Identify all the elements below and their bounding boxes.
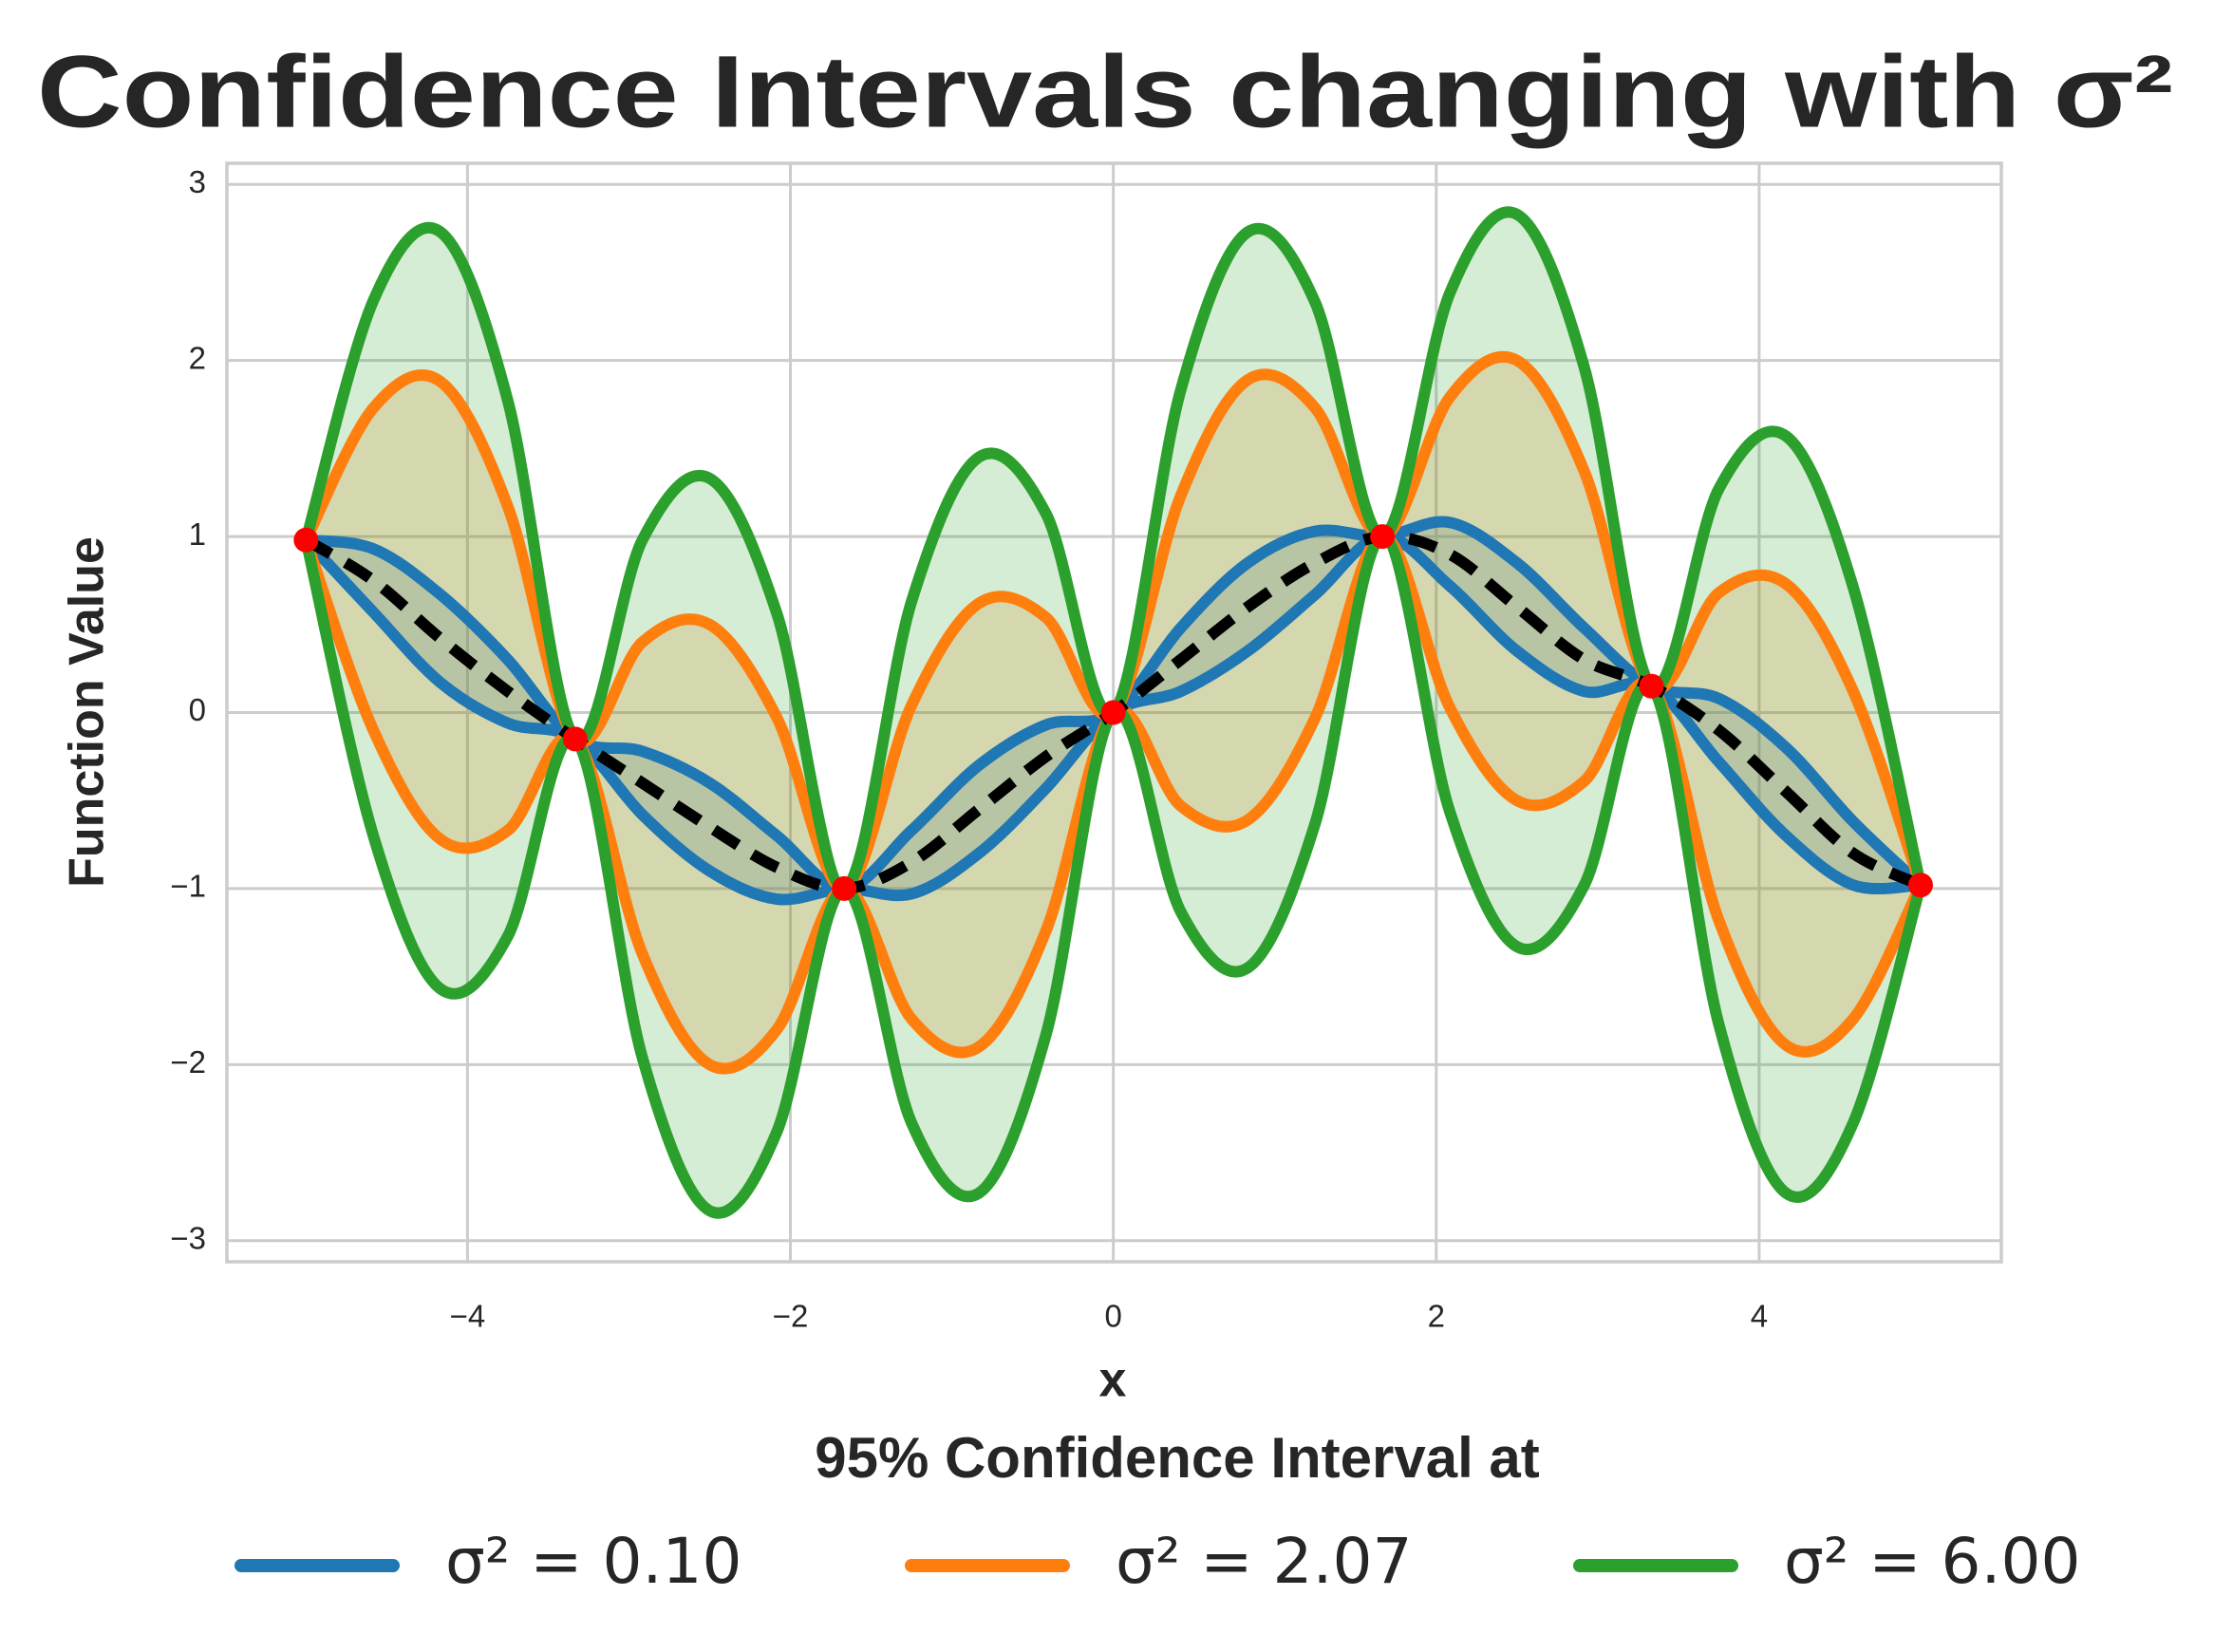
- band-area: [306, 521, 1921, 900]
- x-tick-label: −2: [773, 1299, 809, 1334]
- x-tick-label: 4: [1751, 1299, 1768, 1334]
- y-axis-label: Function Value: [60, 536, 115, 888]
- data-point: [832, 875, 857, 901]
- legend-label: σ² = 6.00: [1784, 1525, 2081, 1598]
- data-point: [1370, 524, 1396, 550]
- data-point: [1100, 700, 1126, 725]
- y-tick-label: 2: [189, 340, 206, 375]
- data-point: [1907, 873, 1933, 898]
- data-point: [293, 527, 319, 553]
- band-area: [306, 356, 1921, 1069]
- x-tick-label: −4: [450, 1299, 486, 1334]
- legend-label: σ² = 2.07: [1116, 1525, 1413, 1598]
- y-tick-label: −1: [170, 869, 206, 904]
- y-tick-label: −2: [170, 1044, 206, 1079]
- y-tick-label: 0: [189, 692, 206, 727]
- legend-title: 95% Confidence Interval at: [815, 1426, 1540, 1490]
- y-tick-label: 3: [189, 164, 206, 199]
- plot-frame: [225, 161, 2003, 1264]
- data-point: [562, 726, 588, 752]
- x-axis-label: x: [1099, 1353, 1127, 1408]
- x-tick-label: 2: [1428, 1299, 1445, 1334]
- y-tick-label: −3: [170, 1220, 206, 1255]
- y-tick-label: 1: [189, 516, 206, 552]
- chart-title: Confidence Intervals changing with σ²: [37, 34, 2173, 149]
- data-point: [1639, 673, 1664, 699]
- x-tick-label: 0: [1104, 1299, 1121, 1334]
- legend-label: σ² = 0.10: [445, 1525, 742, 1598]
